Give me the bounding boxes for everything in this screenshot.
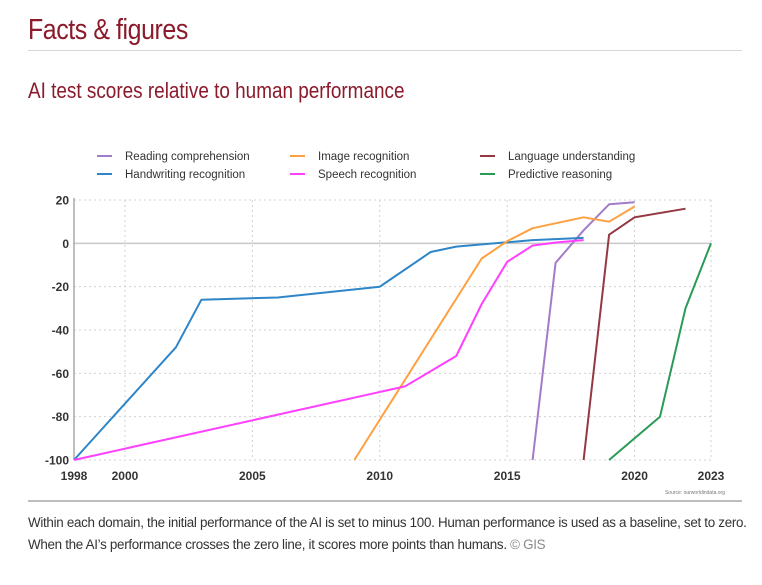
y-tick-label: 0 <box>62 237 69 251</box>
x-tick-label: 2020 <box>621 469 648 483</box>
series-line-speech-recognition <box>73 239 584 461</box>
line-chart: Reading comprehension Handwriting recogni… <box>45 151 725 496</box>
legend: Reading comprehension Handwriting recogni… <box>97 151 635 181</box>
chart-title: AI test scores relative to human perform… <box>28 78 405 103</box>
title-divider <box>28 50 742 51</box>
series-line-reading-comprehension <box>531 201 635 461</box>
legend-item: Predictive reasoning <box>480 169 612 181</box>
series-line-language-understanding <box>582 207 686 461</box>
legend-label: Speech recognition <box>318 169 416 181</box>
x-tick-label: 2023 <box>698 469 725 483</box>
section-title: Facts & figures <box>28 14 188 46</box>
y-tick-label: -20 <box>52 280 70 294</box>
legend-item: Reading comprehension <box>97 151 250 163</box>
y-tick-label: -60 <box>52 367 70 381</box>
x-tick-label: 1998 <box>61 469 88 483</box>
legend-label: Reading comprehension <box>125 151 250 163</box>
legend-item: Handwriting recognition <box>97 169 245 181</box>
y-tick-label: -40 <box>52 324 70 338</box>
legend-item: Language understanding <box>480 151 635 163</box>
x-tick-label: 2015 <box>494 469 521 483</box>
y-tick-label: 20 <box>56 194 70 208</box>
caption: Within each domain, the initial performa… <box>28 512 748 556</box>
series-line-image-recognition <box>353 205 636 461</box>
series-lines <box>73 201 712 461</box>
series-line-predictive-reasoning <box>608 242 712 461</box>
legend-label: Image recognition <box>318 151 409 163</box>
legend-label: Language understanding <box>508 151 635 163</box>
series-line-handwriting-recognition <box>73 236 584 461</box>
caption-divider <box>28 500 742 502</box>
x-tick-label: 2010 <box>366 469 393 483</box>
y-tick-label: -80 <box>52 410 70 424</box>
y-tick-label: -100 <box>45 454 69 468</box>
grid <box>74 199 712 461</box>
legend-item: Image recognition <box>290 151 409 163</box>
legend-item: Speech recognition <box>290 169 416 181</box>
legend-label: Predictive reasoning <box>508 169 612 181</box>
copyright: © GIS <box>510 537 546 552</box>
legend-label: Handwriting recognition <box>125 169 245 181</box>
caption-text: Within each domain, the initial performa… <box>28 515 747 552</box>
source-note: Source: ourworldindata.org <box>665 490 725 496</box>
x-tick-label: 2000 <box>112 469 139 483</box>
x-tick-label: 2005 <box>239 469 266 483</box>
